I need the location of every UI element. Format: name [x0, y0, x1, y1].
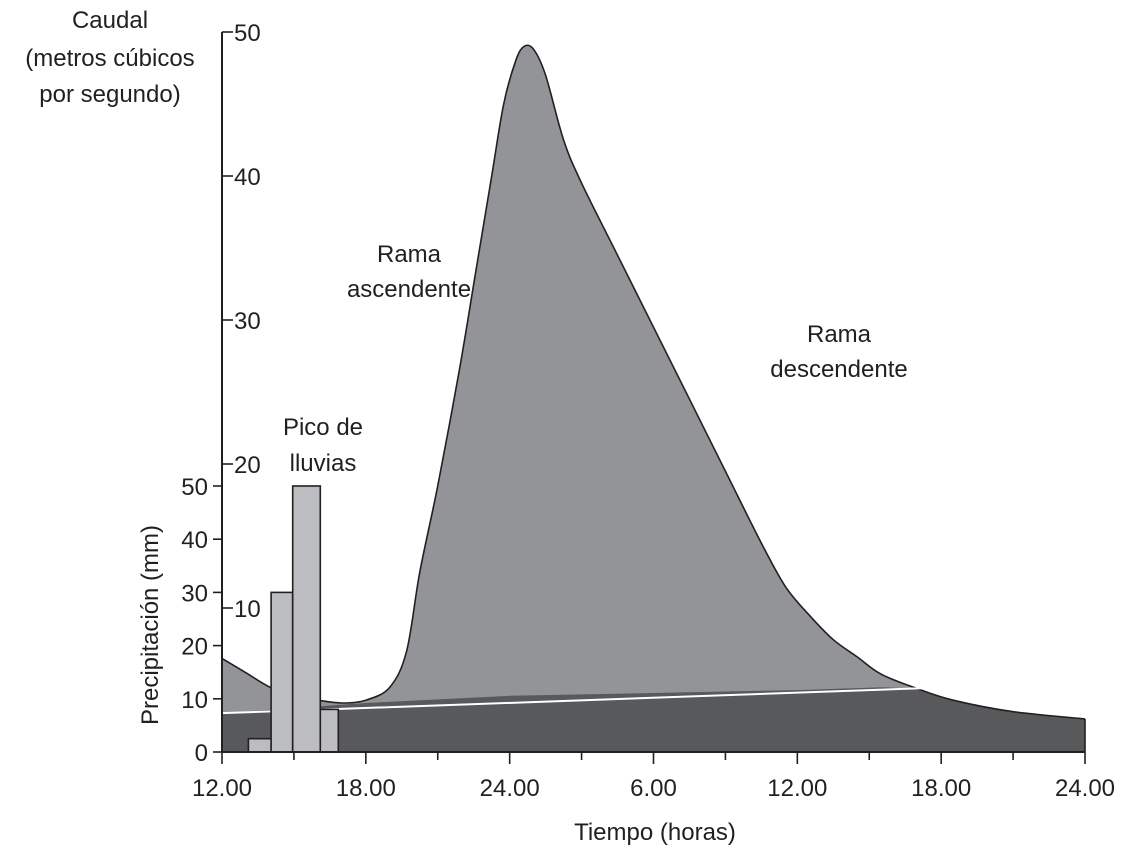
falling-limb-label-line-2: descendente — [770, 356, 907, 383]
precip-tick-label-40: 40 — [181, 527, 208, 554]
x-tick-label-0: 12.00 — [192, 775, 252, 802]
discharge-tick-label-50: 50 — [234, 20, 261, 47]
x-tick-label-24: 24.00 — [480, 775, 540, 802]
precip-tick-label-0: 0 — [195, 740, 208, 767]
precip-tick-label-30: 30 — [181, 580, 208, 607]
rain-peak-label-line-2: lluvias — [290, 450, 357, 477]
discharge-tick-label-40: 40 — [234, 164, 261, 191]
precip-tick-label-20: 20 — [181, 634, 208, 661]
baseflow-area — [222, 687, 1085, 752]
falling-limb-label-line-1: Rama — [807, 321, 872, 348]
axis-ticks: 10 20 30 40 50 0 10 20 30 40 50 12.00 18.00 24.00 6.00… — [181, 20, 1115, 802]
plot-areas — [221, 44, 1086, 752]
discharge-axis-label-line-2: (metros cúbicos — [25, 45, 194, 72]
discharge-tick-label-30: 30 — [234, 308, 261, 335]
precipitation-bar-1 — [270, 591, 294, 753]
discharge-axis-label-line-3: por segundo) — [39, 81, 180, 108]
x-tick-label-72: 24.00 — [1055, 775, 1115, 802]
precipitation-bars — [247, 485, 340, 753]
rising-limb-label-line-2: ascendente — [347, 276, 471, 303]
precipitation-bar-0 — [247, 737, 272, 753]
precipitation-bar-2 — [291, 485, 322, 753]
discharge-axis-label-line-1: Caudal — [72, 7, 148, 34]
rain-peak-label-line-1: Pico de — [283, 414, 363, 441]
x-axis-label: Tiempo (horas) — [574, 819, 736, 846]
discharge-tick-label-10: 10 — [234, 596, 261, 623]
precipitation-bar-3 — [319, 708, 340, 753]
precipitation-axis-label: Precipitación (mm) — [137, 525, 164, 725]
baseflow-separation-line — [221, 685, 972, 715]
hydrograph-curve — [221, 44, 1086, 720]
rising-limb-label-line-1: Rama — [377, 241, 442, 268]
quickflow-area — [222, 45, 1085, 752]
discharge-tick-label-20: 20 — [234, 452, 261, 479]
x-tick-label-36: 6.00 — [630, 775, 677, 802]
precip-tick-label-10: 10 — [181, 687, 208, 714]
x-tick-label-48: 12.00 — [767, 775, 827, 802]
x-tick-label-60: 18.00 — [911, 775, 971, 802]
precip-tick-label-50: 50 — [181, 474, 208, 501]
x-tick-label-12: 18.00 — [336, 775, 396, 802]
